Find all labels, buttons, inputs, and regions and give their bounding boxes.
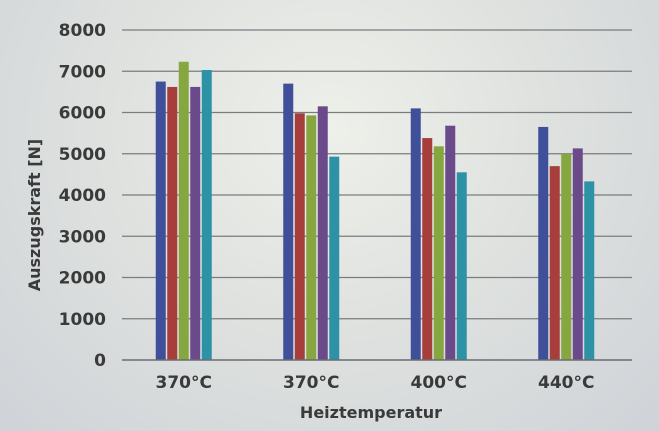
bar [410,108,421,360]
bar [283,83,294,360]
y-tick-labels: 0 1000 2000 3000 4000 5000 6000 7000 8000 [59,21,106,371]
bar [190,86,201,361]
bar [201,70,212,360]
x-axis-title: Heiztemperatur [300,403,442,422]
bar [178,61,189,360]
bar [584,181,595,360]
bar [561,153,572,360]
y-tick-label: 7000 [59,62,106,82]
x-tick-label: 440°C [538,373,594,393]
y-tick-label: 0 [94,351,106,371]
y-tick-label: 2000 [59,269,106,289]
bar [155,81,166,360]
bar [317,106,328,360]
y-tick-label: 1000 [59,310,106,330]
x-tick-label: 370°C [156,373,212,393]
x-tick-labels: 370°C 370°C 400°C 440°C [156,373,595,393]
y-tick-label: 8000 [59,21,106,41]
y-tick-label: 4000 [59,186,106,206]
bar [306,115,317,360]
bar [167,86,178,361]
bar [549,166,560,360]
y-tick-label: 5000 [59,145,106,165]
bar [294,113,305,360]
x-tick-label: 400°C [411,373,467,393]
bar [538,126,549,360]
bar [422,138,433,360]
y-tick-label: 6000 [59,104,106,124]
bar [433,146,444,360]
bars [155,61,595,361]
y-tick-label: 3000 [59,227,106,247]
bar [456,172,467,360]
x-tick-label: 370°C [283,373,339,393]
bar [329,156,340,360]
y-axis-title: Auszugskraft [N] [25,139,44,292]
bar [572,148,583,360]
bar [445,125,456,360]
